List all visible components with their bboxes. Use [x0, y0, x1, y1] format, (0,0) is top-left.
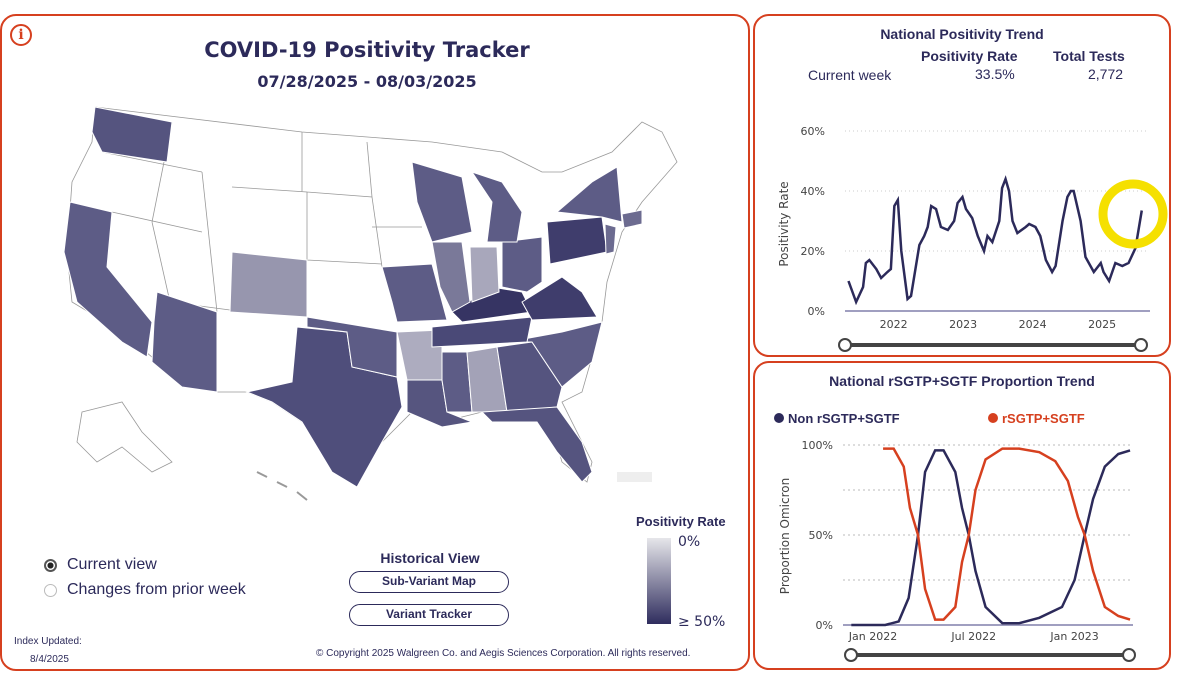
col-total-tests: Total Tests — [1053, 48, 1125, 64]
state-fl — [480, 406, 593, 483]
radio-label: Changes from prior week — [67, 581, 246, 598]
x-tick-label: 2023 — [949, 318, 977, 331]
state-in — [469, 246, 500, 303]
current-tests-value: 2,772 — [1088, 66, 1124, 82]
x-tick-label: Jan 2023 — [1049, 630, 1098, 643]
radio-changes-prior-week[interactable]: Changes from prior week — [44, 581, 246, 599]
page-title: COVID-19 Positivity Tracker — [204, 38, 530, 62]
y-tick-label: 0% — [808, 305, 825, 318]
range-slider-end-handle[interactable] — [1122, 648, 1136, 662]
current-rate-value: 33.5% — [975, 66, 1015, 82]
state-wi — [411, 161, 473, 243]
historical-view-heading: Historical View — [380, 550, 480, 566]
proportion-trend-panel: National rSGTP+SGTF Proportion Trend 0% 5… — [753, 361, 1171, 670]
legend-dot-icon — [774, 413, 784, 423]
radio-selected-icon — [44, 558, 57, 572]
y-tick-label: 50% — [809, 529, 833, 542]
state-ny — [555, 166, 623, 223]
copyright: © Copyright 2025 Walgreen Co. and Aegis … — [316, 648, 691, 659]
y-tick-label: 40% — [801, 185, 825, 198]
variant-tracker-button[interactable]: Variant Tracker — [349, 604, 509, 626]
state-co — [229, 251, 308, 318]
current-week-label: Current week — [808, 67, 892, 83]
range-slider-end-handle[interactable] — [1134, 338, 1148, 352]
y-tick-label: 60% — [801, 125, 825, 138]
state-il — [431, 241, 471, 313]
x-tick-label: 2025 — [1088, 318, 1116, 331]
legend-label: Non rSGTP+SGTF — [788, 411, 900, 426]
x-tick-label: Jul 2022 — [950, 630, 996, 643]
state-ak — [76, 401, 173, 473]
positivity-trend-panel: National Positivity Trend Positivity Rat… — [753, 14, 1171, 357]
map-panel: i COVID-19 Positivity Tracker 07/28/2025… — [0, 14, 750, 671]
legend-max-label: ≥ 50% — [678, 614, 726, 630]
index-updated-date: 8/4/2025 — [30, 654, 69, 665]
radio-unselected-icon — [44, 583, 57, 597]
y-axis-label: Proportion Omicron — [778, 478, 792, 594]
legend-label: rSGTP+SGTF — [1002, 411, 1085, 426]
radio-label: Current view — [67, 556, 157, 573]
y-tick-label: 100% — [802, 439, 833, 452]
series-line — [851, 449, 1131, 627]
us-map[interactable] — [2, 2, 752, 522]
state-oh — [501, 236, 543, 293]
state-hi — [256, 471, 308, 501]
positivity-line — [847, 175, 1143, 306]
positivity-trend-chart[interactable]: 0% 20% 40% 60% 2022 2023 2024 2025 Positivity Ra… — [753, 14, 1171, 357]
territory-pr — [617, 472, 652, 482]
state-mo — [381, 263, 448, 323]
legend-min-label: 0% — [678, 534, 701, 550]
legend-dot-icon — [988, 413, 998, 423]
x-tick-label: Jan 2022 — [848, 630, 897, 643]
y-tick-label: 0% — [816, 619, 833, 632]
y-axis-label: Positivity Rate — [777, 181, 791, 266]
series-line — [883, 447, 1131, 621]
state-carolinas — [506, 321, 603, 388]
state-va — [521, 276, 598, 321]
sub-variant-map-button[interactable]: Sub-Variant Map — [349, 571, 509, 593]
state-az — [151, 291, 218, 393]
radio-current-view[interactable]: Current view — [44, 556, 157, 574]
state-ct — [621, 209, 643, 229]
highlight-annotation — [1098, 179, 1168, 249]
index-updated-label: Index Updated: — [14, 636, 82, 647]
range-slider-start-handle[interactable] — [844, 648, 858, 662]
info-icon[interactable]: i — [10, 24, 32, 46]
range-slider-start-handle[interactable] — [838, 338, 852, 352]
state-ga — [496, 341, 563, 413]
state-mi — [470, 171, 523, 243]
x-tick-label: 2024 — [1019, 318, 1047, 331]
state-nj — [604, 223, 617, 255]
legend-title: Positivity Rate — [636, 514, 726, 529]
state-wa — [91, 106, 173, 163]
trend-title: National Positivity Trend — [880, 26, 1044, 42]
state-ca — [63, 201, 153, 358]
date-range: 07/28/2025 - 08/03/2025 — [257, 72, 477, 91]
proportion-title: National rSGTP+SGTF Proportion Trend — [829, 373, 1095, 389]
state-tn — [431, 316, 533, 348]
legend-gradient — [647, 538, 671, 624]
y-tick-label: 20% — [801, 245, 825, 258]
proportion-trend-chart[interactable]: 0% 50% 100% Jan 2022 Jul 2022 Jan 2023 Proport… — [753, 361, 1171, 670]
state-ms — [441, 351, 473, 413]
x-tick-label: 2022 — [880, 318, 908, 331]
col-positivity-rate: Positivity Rate — [921, 48, 1018, 64]
